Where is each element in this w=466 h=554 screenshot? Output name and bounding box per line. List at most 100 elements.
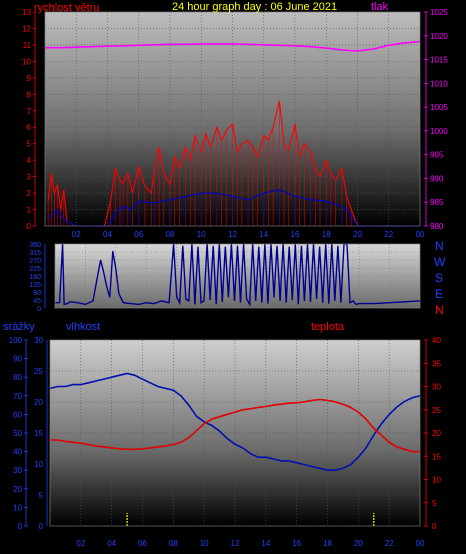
wind-x-tick-label: 10 xyxy=(197,230,206,239)
wind-y-tick-label: 7 xyxy=(27,107,32,116)
direction-letter-e: E xyxy=(435,287,443,301)
wind-panel-frame xyxy=(44,11,421,227)
wind-y-tick-label: 12 xyxy=(22,24,31,33)
direction-y-tick-label: 90 xyxy=(33,290,41,297)
humidity-x-tick-label: 00 xyxy=(416,539,425,548)
pressure-y-tick-label: 980 xyxy=(430,222,444,231)
pressure-title: tlak xyxy=(371,1,389,13)
rain-y-tick-label: 20 xyxy=(13,485,22,494)
pressure-y-tick-label: 1005 xyxy=(430,103,448,112)
pressure-y-tick-label: 1000 xyxy=(430,127,448,136)
humidity-x-tick-label: 22 xyxy=(385,539,394,548)
direction-y-tick-label: 45 xyxy=(33,298,41,305)
pressure-y-tick-label: 990 xyxy=(430,174,444,183)
direction-letter-w: W xyxy=(434,255,446,269)
rain-y-tick-label: 30 xyxy=(13,466,22,475)
temperature-y-tick-label: 0 xyxy=(432,522,437,531)
direction-y-tick-label: 135 xyxy=(29,282,41,289)
temperature-y-tick-label: 30 xyxy=(432,383,441,392)
humidity-inner-y-tick-label: 10 xyxy=(34,460,43,469)
rain-y-tick-label: 40 xyxy=(13,448,22,457)
wind_gust-series-line xyxy=(47,100,420,227)
wind-panel-series xyxy=(45,40,421,227)
rain-y-tick-label: 70 xyxy=(13,392,22,401)
humidity-x-tick-label: 02 xyxy=(76,539,85,548)
temperature-y-tick-label: 35 xyxy=(432,359,441,368)
temperature-y-tick-label: 15 xyxy=(432,452,441,461)
direction-y-tick-label: 225 xyxy=(29,266,41,273)
wind-y-tick-label: 4 xyxy=(27,156,32,165)
wind-y-tick-label: 6 xyxy=(27,123,32,132)
temperature-y-tick-label: 10 xyxy=(432,476,441,485)
temperature-y-tick-label: 20 xyxy=(432,429,441,438)
wind-x-tick-label: 08 xyxy=(166,230,175,239)
pressure-y-tick-label: 985 xyxy=(430,198,444,207)
axes: 0123456789101112139809859909951000100510… xyxy=(9,8,449,548)
humidity-x-tick-label: 06 xyxy=(138,539,147,548)
wind-y-tick-label: 5 xyxy=(27,140,32,149)
humidity-series-line xyxy=(49,372,421,472)
wind-x-tick-label: 22 xyxy=(384,230,393,239)
wind-x-tick-label: 04 xyxy=(103,230,112,239)
direction-panel-frame xyxy=(54,243,421,309)
wind-x-tick-label: 06 xyxy=(134,230,143,239)
humidity-inner-y-tick-label: 20 xyxy=(34,398,43,407)
direction-y-tick-label: 315 xyxy=(29,250,41,257)
wind-y-tick-label: 1 xyxy=(27,206,32,215)
temperature-y-tick-label: 25 xyxy=(432,406,441,415)
pressure-y-tick-label: 1020 xyxy=(430,32,448,41)
wind-x-tick-label: 00 xyxy=(416,230,425,239)
wind-x-tick-label: 16 xyxy=(291,230,300,239)
pressure-y-tick-label: 1025 xyxy=(430,8,448,17)
wind-y-tick-label: 9 xyxy=(27,74,32,83)
chart-date-title: 24 hour graph day : 06 June 2021 xyxy=(172,1,337,13)
humidity-x-tick-label: 08 xyxy=(169,539,178,548)
wind-x-tick-label: 12 xyxy=(228,230,237,239)
humidity-inner-y-tick-label: 0 xyxy=(39,522,44,531)
humidity-x-tick-label: 16 xyxy=(292,539,301,548)
rain-y-tick-label: 50 xyxy=(13,429,22,438)
temperature-series-line xyxy=(50,398,420,453)
direction-y-tick-label: 270 xyxy=(29,258,41,265)
rain-y-tick-label: 80 xyxy=(13,373,22,382)
humidity-x-tick-label: 12 xyxy=(231,539,240,548)
humidity-inner-y-tick-label: 15 xyxy=(34,429,43,438)
pressure-y-tick-label: 1015 xyxy=(430,56,448,65)
rain-label: srážky xyxy=(3,321,35,333)
humidity-x-tick-label: 14 xyxy=(261,539,270,548)
direction-panel-series xyxy=(55,243,421,307)
humidity-panel-series xyxy=(49,372,421,526)
wind-x-tick-label: 02 xyxy=(72,230,81,239)
pressure-y-tick-label: 1010 xyxy=(430,79,448,88)
direction-letter-n-bottom: N xyxy=(435,303,444,317)
wind-y-tick-label: 8 xyxy=(27,90,32,99)
humidity-x-tick-label: 10 xyxy=(200,539,209,548)
wind-y-tick-label: 3 xyxy=(27,173,32,182)
direction-y-tick-label: 0 xyxy=(37,306,41,313)
pressure-series-line xyxy=(45,40,421,52)
rain-y-tick-label: 60 xyxy=(13,410,22,419)
humidity-panel-frame xyxy=(49,339,421,527)
rain-y-tick-label: 100 xyxy=(9,336,23,345)
temperature-label: teplota xyxy=(311,321,345,333)
temperature-y-tick-label: 5 xyxy=(432,499,437,508)
direction-letter-s: S xyxy=(435,271,443,285)
rain-y-tick-label: 90 xyxy=(13,355,22,364)
humidity-inner-y-tick-label: 25 xyxy=(34,367,43,376)
humidity-x-tick-label: 18 xyxy=(323,539,332,548)
direction-y-tick-label: 180 xyxy=(29,274,41,281)
temperature-y-tick-label: 40 xyxy=(432,336,441,345)
humidity-inner-y-tick-label: 30 xyxy=(34,336,43,345)
humidity-x-tick-label: 20 xyxy=(354,539,363,548)
wind-x-tick-label: 20 xyxy=(353,230,362,239)
wind-y-tick-label: 0 xyxy=(27,222,32,231)
wind-y-tick-label: 11 xyxy=(23,41,32,50)
direction-letter-n-top: N xyxy=(435,239,444,253)
pressure-y-tick-label: 995 xyxy=(430,151,444,160)
wind-x-tick-label: 18 xyxy=(322,230,331,239)
wind-y-tick-label: 10 xyxy=(22,57,31,66)
humidity-label: vlhkost xyxy=(66,321,100,333)
direction-series-line xyxy=(55,243,421,307)
